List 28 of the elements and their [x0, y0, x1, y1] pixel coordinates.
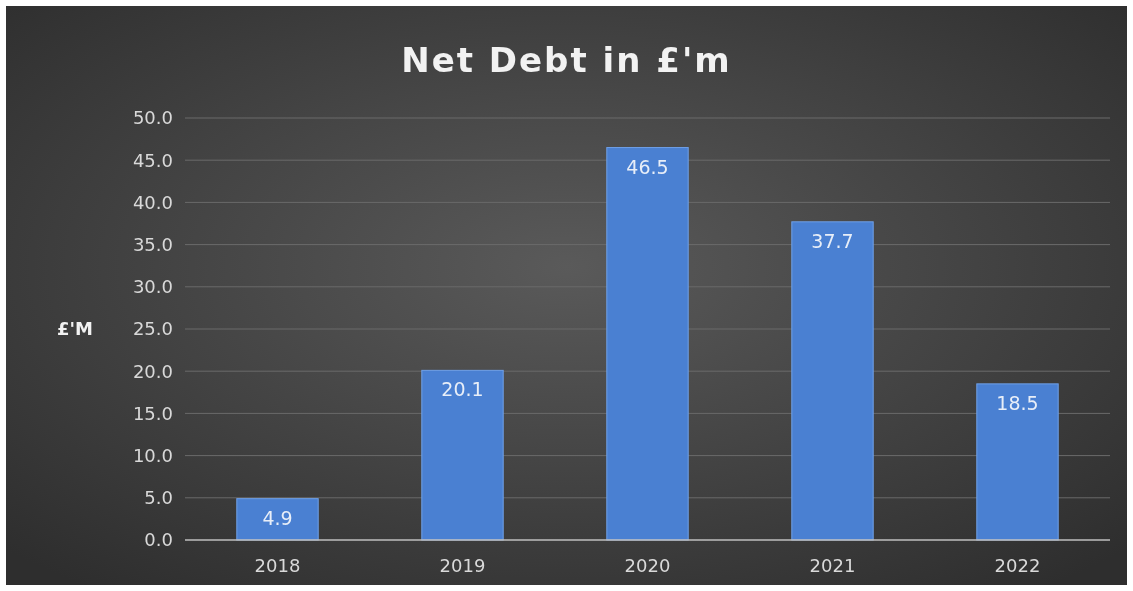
bar	[791, 221, 874, 541]
data-label: 46.5	[626, 155, 669, 178]
x-tick-label: 2021	[809, 555, 856, 576]
bar	[421, 369, 504, 541]
chart-title: Net Debt in £'m	[401, 40, 732, 80]
y-tick-label: 25.0	[132, 318, 173, 340]
y-tick-label: 50.0	[132, 107, 173, 129]
y-tick-label: 5.0	[144, 487, 173, 509]
y-tick-label: 0.0	[144, 529, 173, 551]
y-tick-label: 35.0	[132, 233, 173, 255]
y-tick-label: 30.0	[132, 276, 173, 298]
y-tick-label: 45.0	[132, 149, 173, 171]
y-tick-label: 10.0	[132, 444, 173, 466]
bar	[236, 498, 319, 541]
bar	[606, 147, 689, 541]
y-tick-label: 15.0	[132, 402, 173, 424]
x-tick-label: 2018	[254, 555, 301, 576]
y-axis-title: £'M	[57, 318, 93, 340]
x-tick-label: 2020	[624, 555, 671, 576]
data-label: 37.7	[811, 229, 854, 252]
data-label: 20.1	[441, 378, 484, 401]
data-label: 18.5	[996, 391, 1039, 414]
data-label: 4.9	[262, 506, 293, 529]
bar	[976, 383, 1059, 541]
y-tick-label: 40.0	[132, 191, 173, 213]
x-tick-label: 2019	[439, 555, 486, 576]
x-tick-label: 2022	[994, 555, 1041, 576]
y-tick-label: 20.0	[132, 360, 173, 382]
